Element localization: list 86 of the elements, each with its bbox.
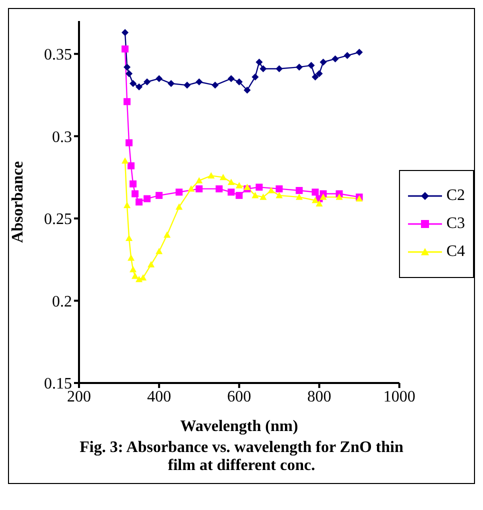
point xyxy=(122,29,129,36)
point xyxy=(336,194,343,200)
x-tick-label: 800 xyxy=(307,388,332,406)
point xyxy=(236,78,243,86)
y-tick-label: 0.2 xyxy=(52,293,72,310)
x-tick-label: 200 xyxy=(67,388,91,406)
point xyxy=(276,192,283,198)
legend-label: C4 xyxy=(446,243,465,261)
point xyxy=(236,182,243,188)
point xyxy=(296,194,303,200)
point xyxy=(126,139,133,146)
y-tick-label: 0.25 xyxy=(44,211,72,228)
point xyxy=(228,75,235,82)
point xyxy=(316,70,323,78)
x-tick-label: 400 xyxy=(147,388,172,406)
y-axis-title: Absorbance xyxy=(10,161,27,243)
point xyxy=(126,234,133,241)
point xyxy=(136,198,143,206)
point xyxy=(320,58,327,66)
point xyxy=(128,162,135,170)
legend-label: C3 xyxy=(446,215,465,233)
point xyxy=(316,200,323,206)
x-axis-title: Wavelength (nm) xyxy=(180,418,298,435)
point xyxy=(312,196,319,204)
point xyxy=(228,178,235,186)
point xyxy=(344,52,351,60)
point xyxy=(244,86,251,94)
point xyxy=(124,64,131,71)
point xyxy=(296,186,303,194)
y-tick-label: 0.3 xyxy=(52,128,72,146)
point xyxy=(130,80,137,88)
point xyxy=(132,190,139,198)
x-tick-label: 1000 xyxy=(383,388,416,406)
legend-label: C2 xyxy=(446,187,465,205)
point xyxy=(236,192,243,199)
point xyxy=(208,172,215,178)
point xyxy=(268,186,275,194)
point xyxy=(308,62,315,69)
caption: Fig. 3: Absorbance vs. wavelength for ZnO thin film at different conc. xyxy=(78,439,404,476)
point xyxy=(156,248,163,254)
point xyxy=(164,231,171,238)
point xyxy=(168,80,175,88)
point xyxy=(244,184,251,190)
point xyxy=(144,195,151,202)
point xyxy=(228,188,235,196)
point xyxy=(260,65,267,72)
point xyxy=(136,83,143,90)
point xyxy=(156,75,163,82)
point xyxy=(256,58,263,66)
point xyxy=(156,192,163,199)
point xyxy=(212,82,219,89)
point xyxy=(144,78,151,86)
point xyxy=(128,254,135,261)
point xyxy=(188,185,195,192)
point xyxy=(184,82,191,89)
point xyxy=(196,177,203,184)
point xyxy=(126,70,133,78)
point xyxy=(196,78,203,86)
point xyxy=(148,261,155,268)
x-tick-label: 600 xyxy=(227,388,252,406)
point xyxy=(124,98,131,106)
point xyxy=(216,185,223,192)
point xyxy=(312,73,319,80)
point xyxy=(130,266,137,272)
point xyxy=(130,180,137,188)
point xyxy=(176,203,183,210)
point xyxy=(220,174,227,180)
point xyxy=(132,272,139,279)
point xyxy=(276,65,283,72)
point xyxy=(122,157,129,164)
point xyxy=(332,55,339,62)
point xyxy=(260,194,267,200)
point xyxy=(296,64,303,71)
y-tick-label: 0.35 xyxy=(44,46,72,64)
point xyxy=(320,194,327,200)
point xyxy=(252,73,259,80)
point xyxy=(124,202,131,208)
point xyxy=(196,185,203,192)
point xyxy=(252,192,259,198)
point xyxy=(122,45,129,52)
point xyxy=(312,188,319,196)
point xyxy=(140,274,147,280)
point xyxy=(356,48,363,56)
point xyxy=(176,188,183,196)
point xyxy=(276,185,283,192)
point xyxy=(256,184,263,191)
